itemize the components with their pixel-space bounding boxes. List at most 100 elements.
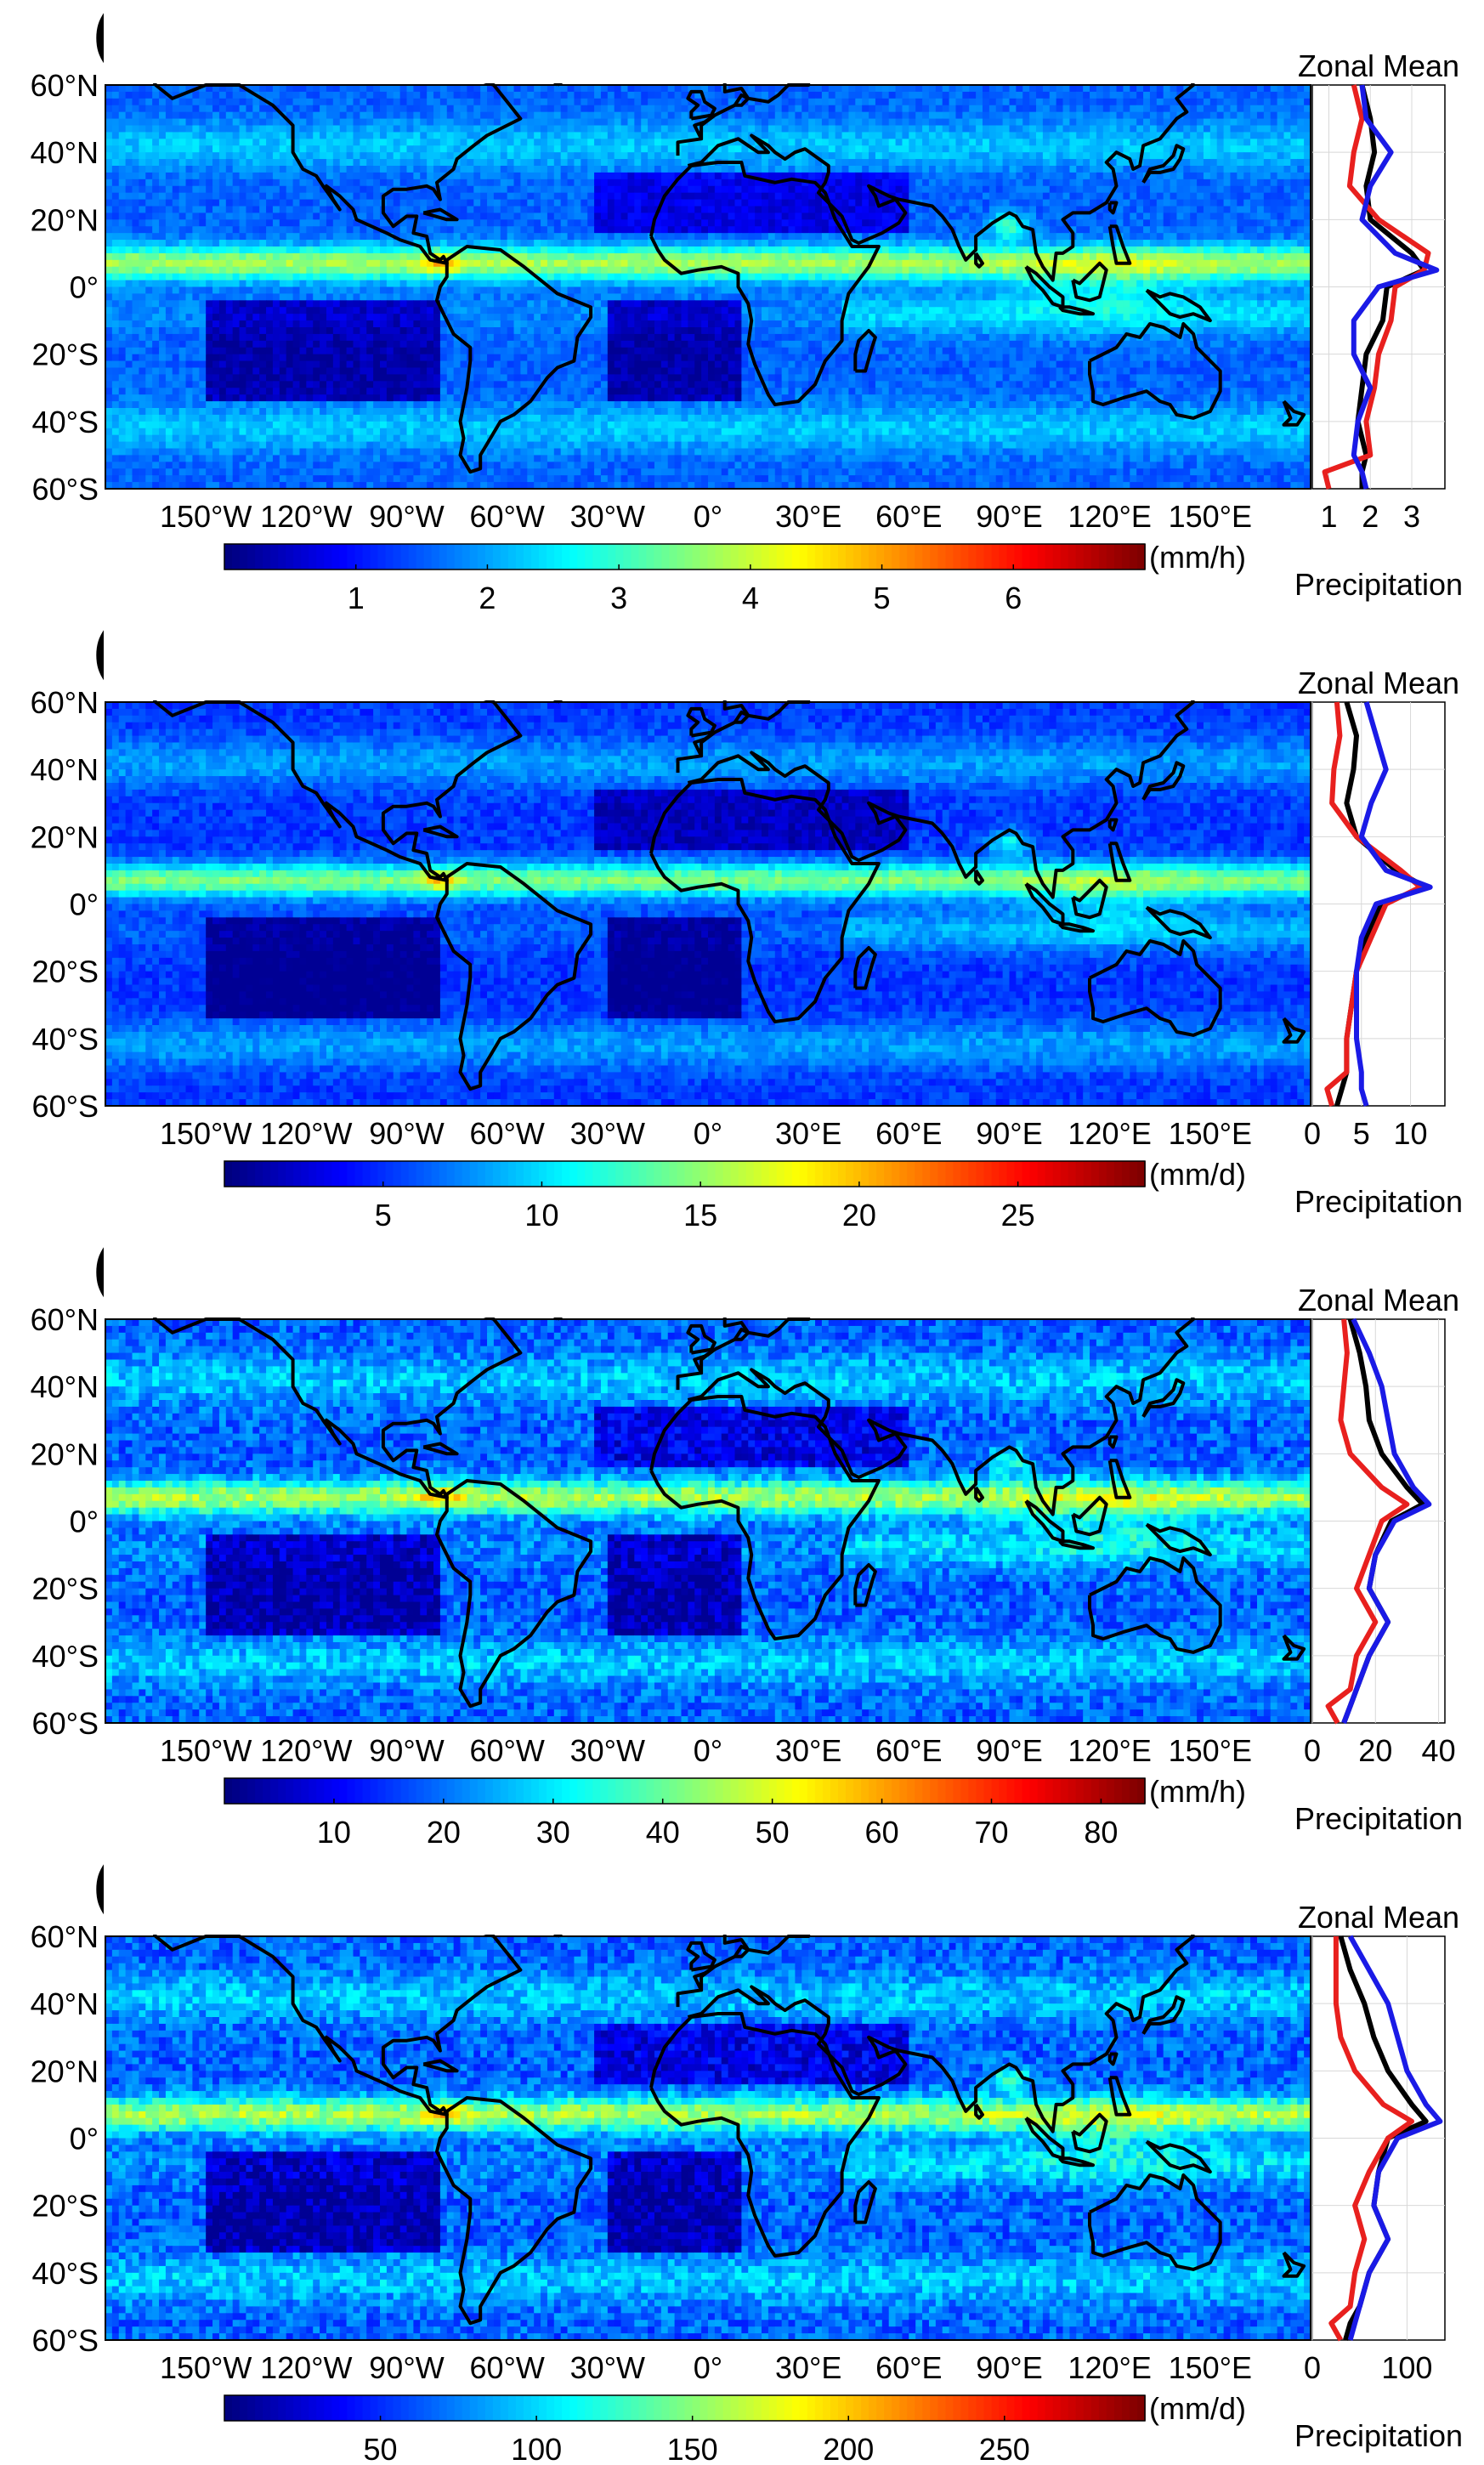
colorbar-tick-label: 20	[842, 1198, 876, 1232]
panel-b: (b)60°N40°N20°N0°20°S40°S60°S150°W120°W9…	[0, 617, 1484, 1231]
colorbar-unit: (mm/h)	[1149, 540, 1246, 575]
lon-tick-label: 0°	[694, 499, 722, 534]
lon-tick-label: 60°E	[875, 1733, 942, 1768]
precip-map	[105, 85, 1311, 490]
lat-tick-label: 60°N	[31, 1302, 99, 1337]
zonal-tick-label: 10	[1394, 1116, 1428, 1151]
colorbar-tick-label: 200	[823, 2432, 874, 2465]
lon-tick-label: 90°E	[976, 1733, 1042, 1768]
lon-tick-label: 30°E	[775, 499, 841, 534]
zonal-mean-title: Zonal Mean	[1298, 1900, 1459, 1935]
panel-d: (d)60°N40°N20°N0°20°S40°S60°S150°W120°W9…	[0, 1851, 1484, 2465]
zonal-tick-label: 3	[1403, 499, 1420, 534]
lat-tick-label: 0°	[70, 270, 99, 305]
colorbar-tick-label: 2	[479, 581, 496, 615]
colorbar-tick-label: 100	[511, 2432, 562, 2465]
lat-tick-label: 20°S	[32, 337, 99, 372]
colorbar-tick-label: 80	[1084, 1815, 1118, 1850]
zonal-tick-label: 40	[1422, 1733, 1456, 1768]
lat-tick-label: 20°S	[32, 2189, 99, 2224]
zonal-tick-label: 20	[1358, 1733, 1392, 1768]
lon-tick-label: 30°W	[570, 2350, 645, 2385]
zonal-xlabel: Precipitation	[1294, 2418, 1463, 2453]
zonal-tick-label: 0	[1304, 1733, 1321, 1768]
colorbar-tick-label: 50	[364, 2432, 398, 2465]
lat-tick-label: 20°N	[31, 1436, 99, 1471]
lon-tick-label: 60°E	[875, 2350, 942, 2385]
precip-map	[105, 702, 1311, 1107]
colorbar-tick-label: 20	[427, 1815, 461, 1850]
lon-tick-label: 120°E	[1068, 1116, 1151, 1151]
lat-tick-label: 20°S	[32, 1572, 99, 1606]
colorbar-tick-label: 5	[375, 1198, 392, 1232]
zonal-tick-label: 0	[1304, 1116, 1321, 1151]
lon-tick-label: 120°E	[1068, 499, 1151, 534]
colorbar-tick-label: 250	[979, 2432, 1030, 2465]
lon-tick-label: 60°E	[875, 499, 942, 534]
lon-tick-label: 30°E	[775, 1116, 841, 1151]
lat-tick-label: 60°S	[32, 1706, 99, 1741]
zonal-mean-title: Zonal Mean	[1298, 48, 1459, 83]
lat-tick-label: 40°N	[31, 752, 99, 787]
lat-tick-label: 40°S	[32, 1022, 99, 1057]
lat-tick-label: 40°S	[32, 2256, 99, 2291]
colorbar-tick-label: 10	[524, 1198, 558, 1232]
colorbar-tick-label: 70	[974, 1815, 1008, 1850]
lon-tick-label: 120°W	[260, 1116, 352, 1151]
zonal-tick-label: 1	[1320, 499, 1337, 534]
lon-tick-label: 150°W	[160, 499, 252, 534]
lat-tick-label: 40°N	[31, 135, 99, 170]
colorbar-tick-label: 25	[1001, 1198, 1035, 1232]
lon-tick-label: 30°E	[775, 2350, 841, 2385]
lat-tick-label: 40°S	[32, 405, 99, 439]
lat-tick-label: 20°N	[31, 202, 99, 237]
colorbar-tick-label: 60	[865, 1815, 899, 1850]
zonal-xlabel: Precipitation	[1294, 1801, 1463, 1836]
lon-tick-label: 60°W	[469, 1116, 544, 1151]
lon-tick-label: 120°W	[260, 2350, 352, 2385]
zonal-xlabel: Precipitation	[1294, 1184, 1463, 1219]
lon-tick-label: 120°E	[1068, 1733, 1151, 1768]
lon-tick-label: 150°E	[1169, 499, 1252, 534]
lon-tick-label: 0°	[694, 1733, 722, 1768]
colorbar-tick-label: 6	[1005, 581, 1022, 615]
lat-tick-label: 60°N	[31, 1919, 99, 1954]
lon-tick-label: 150°E	[1169, 2350, 1252, 2385]
zonal-mean-title: Zonal Mean	[1298, 666, 1459, 700]
zonal-tick-label: 2	[1362, 499, 1379, 534]
lon-tick-label: 30°E	[775, 1733, 841, 1768]
lon-tick-label: 30°W	[570, 499, 645, 534]
lon-tick-label: 90°W	[369, 1733, 444, 1768]
zonal-xlabel: Precipitation	[1294, 567, 1463, 602]
lat-tick-label: 0°	[70, 1504, 99, 1539]
lat-tick-label: 60°S	[32, 1089, 99, 1124]
lon-tick-label: 30°W	[570, 1116, 645, 1151]
colorbar-tick-label: 3	[610, 581, 627, 615]
panel-svg: (d)60°N40°N20°N0°20°S40°S60°S150°W120°W9…	[0, 1851, 1484, 2465]
zonal-tick-label: 0	[1304, 2350, 1321, 2385]
precip-map	[105, 1319, 1311, 1724]
precip-map	[105, 1936, 1311, 2341]
lat-tick-label: 20°N	[31, 819, 99, 854]
colorbar-unit: (mm/d)	[1149, 1157, 1246, 1192]
lon-tick-label: 90°W	[369, 2350, 444, 2385]
lon-tick-label: 120°W	[260, 499, 352, 534]
lon-tick-label: 90°E	[976, 1116, 1042, 1151]
lat-tick-label: 20°S	[32, 955, 99, 989]
colorbar-tick-label: 50	[756, 1815, 790, 1850]
lat-tick-label: 20°N	[31, 2054, 99, 2088]
lon-tick-label: 0°	[694, 2350, 722, 2385]
lon-tick-label: 150°E	[1169, 1116, 1252, 1151]
panel-svg: (b)60°N40°N20°N0°20°S40°S60°S150°W120°W9…	[0, 617, 1484, 1231]
lat-tick-label: 40°N	[31, 1369, 99, 1404]
panel-a: (a)60°N40°N20°N0°20°S40°S60°S150°W120°W9…	[0, 0, 1484, 614]
